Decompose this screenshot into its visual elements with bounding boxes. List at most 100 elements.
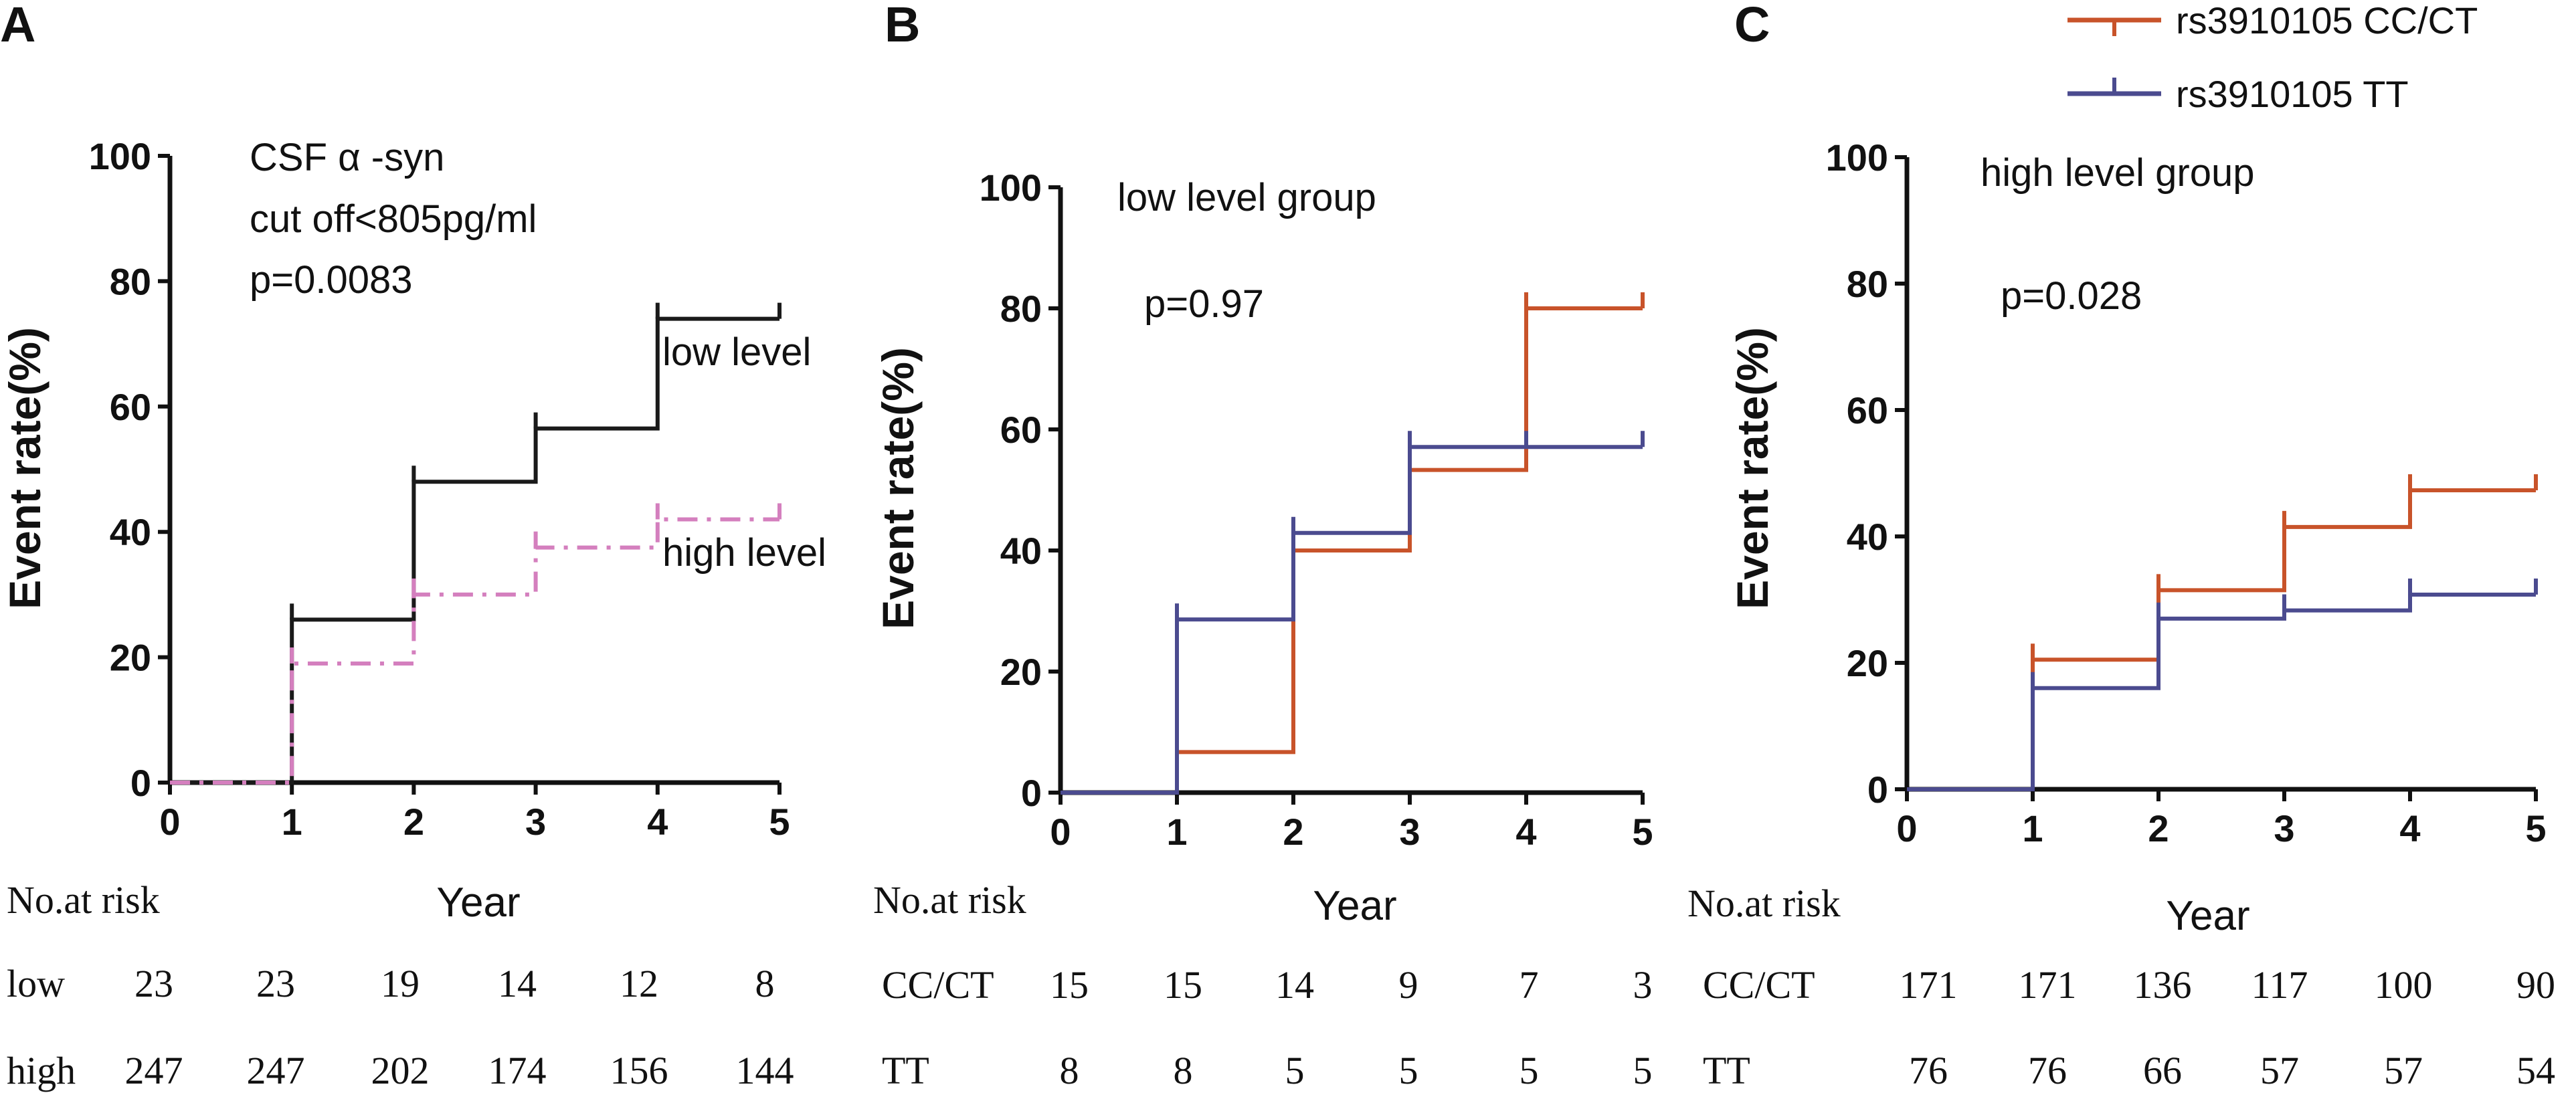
panel-b-y-tick-label: 60 — [1000, 409, 1042, 451]
panel-c-risk-row-label: TT — [1703, 1049, 1750, 1092]
panel-c-risk-cell: 76 — [1909, 1049, 1948, 1092]
panel-b-x-tick-label: 0 — [1050, 811, 1071, 853]
panel-c-risk-cell: 171 — [2019, 963, 2077, 1007]
panel-b-risk-cell: 7 — [1520, 963, 1539, 1007]
panel-a-plot: 0 1 2 3 4 5 0 20 40 60 80 100 Event rate(%) Year — [0, 135, 790, 926]
panel-c-x-tick-label: 2 — [2148, 807, 2169, 849]
panel-a-risk-cell: 144 — [736, 1049, 794, 1092]
panel-c-series-line-2 — [1907, 592, 2536, 791]
panel-c-x-axis-label: Year — [2166, 893, 2249, 939]
panel-a-y-tick-label: 0 — [130, 762, 151, 804]
panel-c-risk-cell: 54 — [2516, 1049, 2555, 1092]
panel-c-risk-cell: 117 — [2251, 963, 2308, 1007]
panel-a-x-tick-label: 5 — [769, 801, 790, 843]
panel-a-series-label-high: high level — [662, 531, 826, 575]
panel-b-risk-cell: 5 — [1633, 1049, 1653, 1092]
panel-letter-b: B — [885, 0, 920, 52]
panel-a-risk-cell: 156 — [610, 1049, 668, 1092]
panel-c-y-tick-label: 60 — [1847, 389, 1888, 431]
legend-label-cc-ct: rs3910105 CC/CT — [2176, 0, 2478, 41]
panel-a-risk-row-label: low — [7, 962, 65, 1005]
panel-b-x-tick-label: 5 — [1632, 811, 1653, 853]
panel-a-series-line-2 — [170, 517, 779, 785]
panel-a-x-tick-label: 3 — [525, 801, 546, 843]
panel-b-risk-cell: 15 — [1050, 963, 1089, 1007]
panel-b-x-tick-label: 1 — [1166, 811, 1187, 853]
panel-b-risk-cell: 8 — [1174, 1049, 1193, 1092]
legend: rs3910105 CC/CT rs3910105 TT — [2067, 0, 2478, 115]
panel-a-y-tick-label: 40 — [110, 511, 151, 553]
panel-b-y-tick-label: 20 — [1000, 651, 1042, 693]
panel-b-risk-cell: 15 — [1164, 963, 1202, 1007]
panel-a-annotation-pvalue: p=0.0083 — [250, 258, 413, 302]
panel-a-risk-cell: 23 — [134, 962, 173, 1005]
panel-c-y-axis-label: Event rate(%) — [1728, 327, 1777, 609]
panel-a-risk-cell: 247 — [247, 1049, 305, 1092]
panel-b-x-tick-label: 4 — [1515, 811, 1536, 853]
panel-a-risk-cell: 23 — [256, 962, 295, 1005]
panel-b-y-tick-label: 0 — [1021, 772, 1042, 814]
panel-c-risk-cell: 100 — [2375, 963, 2433, 1007]
panel-b-risk-cell: 5 — [1285, 1049, 1305, 1092]
panel-letter-a: A — [0, 0, 35, 52]
panel-b-risk-table: No.at risk CC/CT 15 15 14 9 7 3 TT 8 8 5 5 5 5 — [873, 878, 1653, 1092]
panel-b-x-tick-label: 3 — [1399, 811, 1420, 853]
panel-b-risk-cell: 5 — [1520, 1049, 1539, 1092]
panel-a-x-axis-label: Year — [436, 880, 520, 926]
panel-a-risk-table: No.at risk low 23 23 19 14 12 8 high 247 247 202 174… — [7, 878, 794, 1092]
panel-b-y-tick-label: 100 — [980, 167, 1042, 209]
panel-c-y-tick-label: 20 — [1847, 642, 1888, 684]
panel-b-x-axis-label: Year — [1313, 883, 1396, 929]
panel-a-risk-header: No.at risk — [7, 878, 160, 922]
panel-c-y-tick-label: 100 — [1826, 136, 1888, 179]
panel-c-x-tick-label: 0 — [1896, 807, 1917, 849]
panel-a-risk-row-label: high — [7, 1049, 76, 1092]
panel-a-y-tick-label: 100 — [89, 135, 151, 177]
panel-a-annotation-cutoff: cut off<805pg/ml — [250, 197, 537, 241]
panel-a-annotation-marker: CSF α -syn — [250, 136, 444, 179]
panel-a-risk-cell: 19 — [381, 962, 420, 1005]
panel-a-x-tick-label: 4 — [647, 801, 668, 843]
panel-b-plot: 0 1 2 3 4 5 0 20 40 60 80 100 Event rate(%) Year — [873, 167, 1653, 929]
panel-a-series-label-low: low level — [662, 330, 811, 374]
panel-b-risk-cell: 9 — [1399, 963, 1418, 1007]
panel-c-risk-header: No.at risk — [1687, 882, 1841, 925]
panel-b-risk-cell: 8 — [1060, 1049, 1079, 1092]
panel-c-risk-cell: 171 — [1900, 963, 1958, 1007]
panel-c-x-tick-label: 4 — [2399, 807, 2420, 849]
panel-a-y-tick-label: 20 — [110, 637, 151, 679]
panel-a-y-axis-label: Event rate(%) — [0, 327, 50, 609]
panel-b-risk-cell: 3 — [1633, 963, 1653, 1007]
panel-b-x-tick-label: 2 — [1283, 811, 1303, 853]
panel-c-x-tick-label: 1 — [2022, 807, 2043, 849]
panel-c-y-tick-label: 80 — [1847, 263, 1888, 305]
panel-c-risk-cell: 57 — [2260, 1049, 2299, 1092]
panel-b-risk-row-label: TT — [882, 1049, 929, 1092]
panel-c-risk-cell: 57 — [2384, 1049, 2423, 1092]
panel-a-risk-cell: 174 — [488, 1049, 547, 1092]
panel-b-annotation-pvalue: p=0.97 — [1144, 282, 1264, 326]
panel-b-risk-row-label: CC/CT — [882, 963, 994, 1007]
panel-b-risk-header: No.at risk — [873, 878, 1026, 922]
panel-c-risk-cell: 90 — [2516, 963, 2555, 1007]
panel-b-risk-cell: 14 — [1275, 963, 1314, 1007]
panel-c-x-tick-label: 5 — [2525, 807, 2546, 849]
panel-a-risk-cell: 8 — [755, 962, 775, 1005]
panel-a-x-tick-label: 0 — [159, 801, 180, 843]
panel-b-y-tick-label: 40 — [1000, 530, 1042, 572]
panel-a-x-tick-label: 1 — [282, 801, 302, 843]
legend-label-tt: rs3910105 TT — [2176, 73, 2409, 115]
panel-c-risk-cell: 66 — [2143, 1049, 2182, 1092]
panel-c-risk-table: No.at risk CC/CT 171 171 136 117 100 90 TT 76 76 66… — [1687, 882, 2555, 1092]
panel-c-annotation-group: high level group — [1981, 151, 2255, 195]
panel-c-annotation-pvalue: p=0.028 — [2001, 274, 2142, 318]
panel-a-y-tick-label: 80 — [110, 260, 151, 302]
panel-c-y-tick-label: 0 — [1867, 769, 1888, 811]
panel-a-risk-cell: 247 — [125, 1049, 183, 1092]
panel-c-risk-cell: 76 — [2028, 1049, 2067, 1092]
panel-a-x-tick-label: 2 — [403, 801, 424, 843]
panel-b-y-tick-label: 80 — [1000, 288, 1042, 330]
panel-b-annotation-group: low level group — [1117, 176, 1376, 219]
panel-c-x-tick-label: 3 — [2274, 807, 2294, 849]
